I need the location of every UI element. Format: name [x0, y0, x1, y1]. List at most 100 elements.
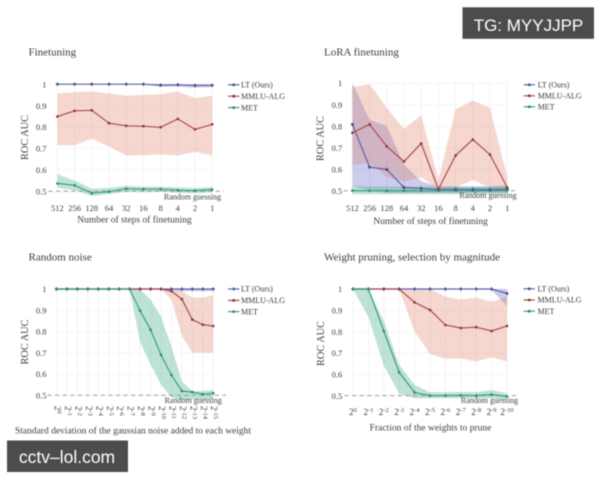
svg-text:Random guessing: Random guessing	[164, 192, 221, 201]
svg-text:MMLU-ALG: MMLU-ALG	[241, 92, 285, 101]
svg-text:Random guessing: Random guessing	[459, 191, 516, 200]
svg-text:0.5: 0.5	[36, 187, 47, 197]
svg-text:ROC AUC: ROC AUC	[315, 116, 326, 161]
svg-text:0.5: 0.5	[332, 391, 343, 401]
svg-text:2-8: 2-8	[471, 407, 481, 417]
svg-text:MET: MET	[538, 103, 555, 112]
svg-text:ROC AUC: ROC AUC	[316, 321, 327, 366]
svg-text:0.8: 0.8	[36, 122, 47, 132]
svg-text:0.6: 0.6	[36, 369, 47, 379]
svg-text:Number of steps of finetuning: Number of steps of finetuning	[77, 215, 192, 226]
svg-text:32: 32	[417, 203, 426, 213]
svg-text:512: 512	[346, 203, 359, 213]
svg-text:0.7: 0.7	[332, 348, 343, 358]
svg-text:4: 4	[176, 203, 181, 213]
svg-text:0.7: 0.7	[36, 144, 47, 154]
svg-text:2-2: 2-2	[379, 407, 389, 417]
svg-text:0.6: 0.6	[36, 165, 47, 175]
svg-text:2-7: 2-7	[126, 406, 136, 417]
svg-text:2: 2	[488, 203, 492, 213]
svg-text:0.9: 0.9	[332, 100, 343, 110]
svg-text:cctv–lol.com: cctv–lol.com	[19, 447, 115, 467]
svg-text:256: 256	[68, 203, 81, 213]
svg-text:Finetuning: Finetuning	[29, 47, 77, 59]
svg-text:MMLU-ALG: MMLU-ALG	[538, 92, 582, 101]
svg-text:Random noise: Random noise	[29, 251, 92, 263]
svg-text:LoRA finetuning: LoRA finetuning	[324, 46, 399, 58]
svg-text:64: 64	[105, 203, 114, 213]
svg-text:2-4: 2-4	[94, 406, 104, 417]
svg-text:1: 1	[42, 284, 46, 294]
svg-text:LT (Ours): LT (Ours)	[241, 285, 273, 294]
svg-text:128: 128	[85, 203, 98, 213]
svg-text:LT (Ours): LT (Ours)	[538, 81, 570, 90]
svg-text:16: 16	[139, 203, 148, 213]
svg-text:20: 20	[53, 406, 63, 414]
svg-text:2-13: 2-13	[188, 406, 198, 419]
svg-text:Random guessing: Random guessing	[165, 396, 222, 405]
svg-text:2-1: 2-1	[63, 406, 73, 416]
svg-text:1: 1	[42, 79, 46, 89]
svg-text:64: 64	[400, 203, 409, 213]
svg-text:0.9: 0.9	[332, 306, 343, 316]
svg-text:0.7: 0.7	[36, 348, 47, 358]
svg-text:Fraction of the weights to pru: Fraction of the weights to prune	[370, 423, 492, 434]
svg-text:2-6: 2-6	[115, 406, 125, 417]
svg-text:32: 32	[122, 203, 131, 213]
svg-text:2-8: 2-8	[136, 406, 146, 416]
svg-text:2-6: 2-6	[440, 407, 451, 417]
svg-text:LT (Ours): LT (Ours)	[241, 81, 273, 90]
svg-text:128: 128	[380, 203, 393, 213]
svg-text:2-10: 2-10	[157, 406, 167, 419]
svg-text:0.5: 0.5	[332, 186, 343, 196]
svg-text:4: 4	[471, 203, 476, 213]
svg-text:2-12: 2-12	[178, 406, 188, 419]
svg-text:20: 20	[349, 407, 357, 417]
svg-text:8: 8	[453, 203, 457, 213]
svg-text:1: 1	[505, 203, 509, 213]
svg-text:ROC AUC: ROC AUC	[20, 115, 31, 160]
svg-text:0.7: 0.7	[332, 143, 343, 153]
svg-text:0.8: 0.8	[36, 327, 47, 337]
svg-text:Number of steps of finetuning: Number of steps of finetuning	[373, 216, 488, 227]
svg-text:2-3: 2-3	[394, 407, 404, 417]
svg-text:1: 1	[338, 284, 342, 294]
svg-text:Standard deviation of the gaus: Standard deviation of the gaussian noise…	[15, 425, 251, 436]
svg-text:0.6: 0.6	[332, 164, 343, 174]
svg-text:Random guessing: Random guessing	[461, 396, 518, 405]
svg-text:2-9: 2-9	[487, 407, 497, 417]
svg-text:16: 16	[434, 203, 443, 213]
svg-text:2-5: 2-5	[425, 407, 435, 417]
svg-text:2-7: 2-7	[456, 407, 467, 417]
svg-text:2-2: 2-2	[73, 406, 83, 416]
svg-text:2-1: 2-1	[363, 407, 373, 417]
svg-text:512: 512	[51, 203, 64, 213]
svg-text:256: 256	[363, 203, 376, 213]
svg-text:2-5: 2-5	[105, 406, 115, 416]
svg-text:1: 1	[210, 203, 214, 213]
svg-text:0.8: 0.8	[332, 327, 343, 337]
svg-text:2-15: 2-15	[209, 406, 219, 419]
svg-text:0.5: 0.5	[36, 391, 47, 401]
svg-text:TG: MYYJJPP: TG: MYYJJPP	[474, 16, 584, 35]
svg-text:Weight pruning, selection by m: Weight pruning, selection by magnitude	[324, 251, 500, 263]
svg-text:0.9: 0.9	[36, 101, 47, 111]
svg-text:0.8: 0.8	[332, 121, 343, 131]
svg-text:MET: MET	[241, 307, 258, 316]
svg-text:LT (Ours): LT (Ours)	[538, 285, 570, 294]
svg-text:MET: MET	[241, 103, 258, 112]
svg-text:2-14: 2-14	[199, 406, 209, 420]
svg-text:2-11: 2-11	[167, 406, 177, 419]
svg-text:ROC AUC: ROC AUC	[20, 319, 31, 364]
svg-text:1: 1	[338, 78, 342, 88]
svg-text:0.9: 0.9	[36, 306, 47, 316]
svg-text:8: 8	[158, 203, 162, 213]
svg-text:MMLU-ALG: MMLU-ALG	[241, 296, 285, 305]
svg-text:MMLU-ALG: MMLU-ALG	[538, 296, 582, 305]
svg-text:0.6: 0.6	[332, 370, 343, 380]
svg-text:MET: MET	[538, 307, 555, 316]
svg-text:2-4: 2-4	[410, 407, 421, 417]
svg-text:2-10: 2-10	[500, 407, 513, 417]
svg-text:2: 2	[193, 203, 197, 213]
svg-text:2-9: 2-9	[147, 406, 157, 416]
